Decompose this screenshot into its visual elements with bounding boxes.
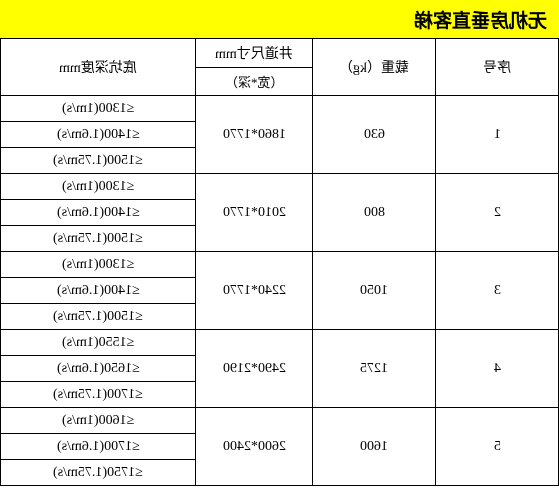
table-row: ≤1300(1m/s) 2010*1770 800 2 [1,174,559,200]
depth-cell: ≤1700(1.6m/s) [1,434,196,460]
load-cell: 630 [313,96,436,174]
depth-cell: ≤1550(1m/s) [1,330,196,356]
header-row: 底坑深度mm 井道尺寸mm 载重（kg） 序号 [1,39,559,68]
seq-cell: 2 [436,174,559,252]
depth-cell: ≤1500(1.75m/s) [1,304,196,330]
table-row: ≤1600(1m/s) 2600*2400 1600 5 [1,408,559,434]
depth-cell: ≤1300(1m/s) [1,174,196,200]
depth-cell: ≤1650(1.6m/s) [1,356,196,382]
depth-cell: ≤1750(1.75m/s) [1,460,196,486]
seq-cell: 5 [436,408,559,486]
seq-cell: 1 [436,96,559,174]
table-row: ≤1300(1m/s) 2240*1770 1050 3 [1,252,559,278]
depth-cell: ≤1400(1.6m/s) [1,122,196,148]
load-cell: 800 [313,174,436,252]
table-row: ≤1300(1m/s) 1860*1770 630 1 [1,96,559,122]
dim-cell: 2490*2190 [196,330,313,408]
depth-cell: ≤1500(1.75m/s) [1,148,196,174]
spec-table: 底坑深度mm 井道尺寸mm 载重（kg） 序号 （宽*深） ≤1300(1m/s… [0,38,559,486]
header-depth: 底坑深度mm [1,39,196,96]
depth-cell: ≤1600(1m/s) [1,408,196,434]
dim-cell: 2010*1770 [196,174,313,252]
depth-cell: ≤1300(1m/s) [1,96,196,122]
seq-cell: 3 [436,252,559,330]
header-dim-sub: （宽*深） [196,68,313,96]
depth-cell: ≤1500(1.75m/s) [1,226,196,252]
dim-cell: 2240*1770 [196,252,313,330]
header-load: 载重（kg） [313,39,436,96]
depth-cell: ≤1300(1m/s) [1,252,196,278]
header-dim: 井道尺寸mm [196,39,313,68]
load-cell: 1275 [313,330,436,408]
seq-cell: 4 [436,330,559,408]
header-seq: 序号 [436,39,559,96]
dim-cell: 1860*1770 [196,96,313,174]
depth-cell: ≤1400(1.6m/s) [1,200,196,226]
load-cell: 1050 [313,252,436,330]
dim-cell: 2600*2400 [196,408,313,486]
title-bar: 无机房垂直客梯 [0,0,559,38]
page-title: 无机房垂直客梯 [414,6,547,33]
load-cell: 1600 [313,408,436,486]
depth-cell: ≤1700(1.75m/s) [1,382,196,408]
depth-cell: ≤1400(1.6m/s) [1,278,196,304]
table-row: ≤1550(1m/s) 2490*2190 1275 4 [1,330,559,356]
